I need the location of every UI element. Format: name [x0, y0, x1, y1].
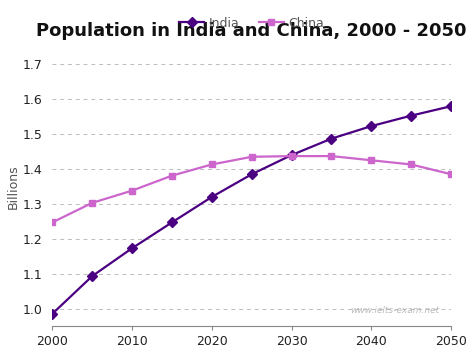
China	[368, 158, 374, 163]
China	[49, 220, 55, 224]
Y-axis label: Billions: Billions	[7, 164, 20, 209]
China	[448, 172, 454, 176]
China	[249, 155, 255, 159]
India	[448, 104, 454, 108]
India	[328, 137, 334, 141]
India	[90, 274, 95, 278]
India	[368, 124, 374, 128]
India	[49, 312, 55, 316]
India	[249, 172, 255, 176]
India	[289, 153, 294, 157]
Line: India: India	[49, 103, 455, 317]
Line: China: China	[49, 153, 455, 226]
China	[129, 189, 135, 193]
India	[209, 195, 215, 199]
China	[409, 162, 414, 166]
China	[90, 201, 95, 205]
India	[129, 246, 135, 250]
India	[169, 220, 175, 224]
China	[289, 154, 294, 158]
Title: Population in India and China, 2000 - 2050: Population in India and China, 2000 - 20…	[36, 22, 467, 40]
China	[209, 162, 215, 166]
India	[409, 114, 414, 118]
Legend: India, China: India, China	[179, 17, 324, 30]
Text: www.ielts-exam.net: www.ielts-exam.net	[350, 306, 439, 315]
China	[328, 154, 334, 158]
China	[169, 174, 175, 178]
